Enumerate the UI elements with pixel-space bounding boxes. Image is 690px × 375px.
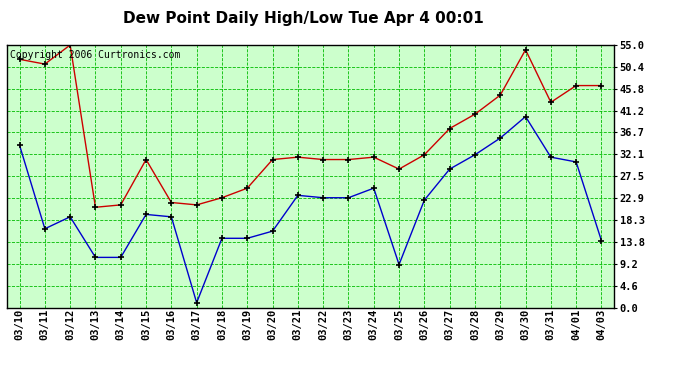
- Text: Dew Point Daily High/Low Tue Apr 4 00:01: Dew Point Daily High/Low Tue Apr 4 00:01: [124, 11, 484, 26]
- Text: Copyright 2006 Curtronics.com: Copyright 2006 Curtronics.com: [10, 50, 180, 60]
